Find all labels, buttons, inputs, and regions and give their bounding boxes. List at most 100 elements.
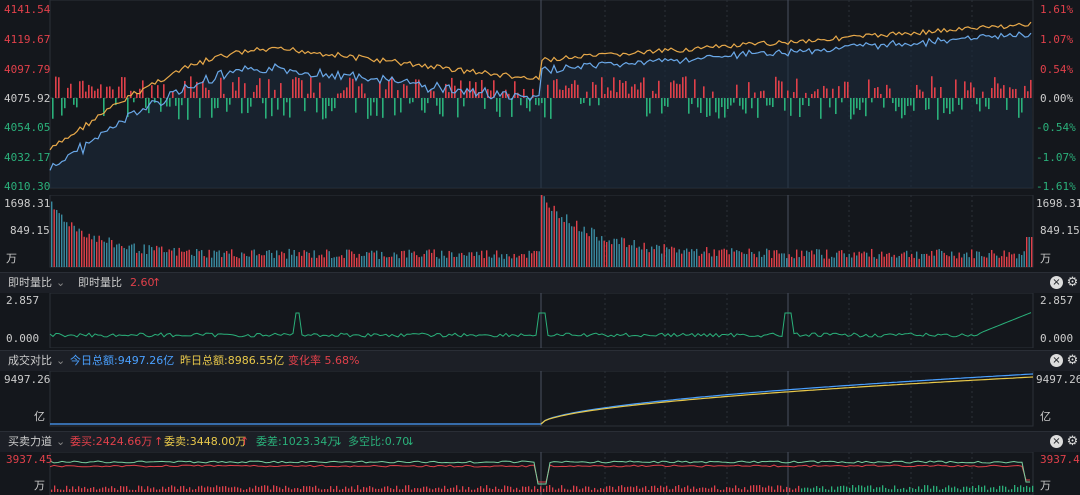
volume-chart[interactable] bbox=[0, 195, 1080, 270]
force-chart[interactable] bbox=[0, 452, 1080, 495]
turnover-panel[interactable]: 9497.26 亿 9497.26 亿 bbox=[0, 371, 1080, 429]
volume-bar bbox=[433, 249, 435, 267]
volume-bar bbox=[636, 247, 638, 267]
force-bar bbox=[108, 488, 110, 492]
volume-bar bbox=[903, 252, 905, 267]
price-tick-bar bbox=[958, 98, 960, 105]
price-tick-bar bbox=[337, 93, 339, 98]
price-tick-bar bbox=[778, 80, 780, 98]
volume-bar bbox=[486, 250, 488, 267]
price-tick-bar bbox=[523, 88, 525, 98]
volume-bar bbox=[881, 251, 883, 267]
price-tick-bar bbox=[295, 77, 297, 98]
volume-bar bbox=[126, 249, 128, 267]
ratio-top-label: 2.857 bbox=[6, 294, 40, 307]
volume-bar bbox=[938, 249, 940, 267]
volume-bar bbox=[538, 251, 540, 267]
price-tick-bar bbox=[895, 98, 897, 112]
force-bar bbox=[993, 487, 995, 492]
price-tick-bar bbox=[433, 91, 435, 98]
volume-bar bbox=[231, 249, 233, 267]
price-tick-bar bbox=[841, 98, 843, 103]
ratio-panel[interactable]: 2.857 0.000 2.857 0.000 bbox=[0, 293, 1080, 348]
volume-bar bbox=[1001, 256, 1003, 267]
force-bar bbox=[1011, 489, 1013, 492]
volume-bar bbox=[338, 256, 340, 267]
price-tick-bar bbox=[805, 92, 807, 98]
price-tick-bar bbox=[586, 91, 588, 98]
force-bar bbox=[810, 488, 812, 492]
volume-bar bbox=[461, 252, 463, 267]
force-bar bbox=[648, 489, 650, 492]
gear-icon[interactable]: ⚙ bbox=[1066, 434, 1079, 449]
turnover-top-label: 9497.26 bbox=[4, 373, 51, 386]
force-title[interactable]: 买卖力道 bbox=[8, 435, 52, 448]
force-bar bbox=[246, 489, 248, 492]
price-chart[interactable] bbox=[0, 0, 1080, 195]
price-tick-bar bbox=[553, 80, 555, 98]
volume-bar bbox=[228, 253, 230, 267]
force-bar bbox=[978, 485, 980, 492]
chevron-down-icon[interactable]: ⌄ bbox=[56, 354, 66, 367]
price-panel[interactable]: 4141.54 4119.67 4097.79 4075.92 4054.05 … bbox=[0, 0, 1080, 195]
turnover-title[interactable]: 成交对比 bbox=[8, 354, 52, 367]
volume-bar bbox=[146, 254, 148, 267]
volume-bar bbox=[803, 256, 805, 267]
volume-bar bbox=[566, 214, 568, 267]
volume-bar bbox=[588, 236, 590, 267]
turnover-chart[interactable] bbox=[0, 371, 1080, 429]
price-tick-bar bbox=[880, 93, 882, 98]
force-bar bbox=[876, 487, 878, 492]
force-bar bbox=[387, 486, 389, 492]
force-bar bbox=[1005, 486, 1007, 492]
turnover-unit-label-right: 亿 bbox=[1040, 410, 1051, 423]
chevron-down-icon[interactable]: ⌄ bbox=[56, 276, 66, 289]
gear-icon[interactable]: ⚙ bbox=[1066, 275, 1079, 290]
volume-bar bbox=[978, 251, 980, 267]
volume-bar bbox=[106, 242, 108, 267]
price-tick-bar bbox=[475, 82, 477, 98]
force-bar bbox=[999, 485, 1001, 492]
price-tick-bar bbox=[985, 98, 987, 107]
force-frame bbox=[49, 452, 1034, 495]
volume-bar bbox=[931, 250, 933, 267]
force-bar bbox=[972, 485, 974, 492]
gear-icon[interactable]: ⚙ bbox=[1066, 353, 1079, 368]
volume-bar bbox=[858, 251, 860, 267]
price-tick-bar bbox=[223, 93, 225, 98]
force-panel[interactable]: 3937.45 万 3937.45 万 bbox=[0, 452, 1080, 495]
force-bar bbox=[882, 485, 884, 492]
price-tick-bar bbox=[862, 98, 864, 103]
price-tick-bar bbox=[310, 77, 312, 98]
volume-bar bbox=[551, 210, 553, 267]
force-bar bbox=[333, 489, 335, 492]
price-tick-bar bbox=[325, 98, 327, 119]
volume-bar bbox=[768, 250, 770, 267]
volume-bar bbox=[276, 250, 278, 267]
volume-bar bbox=[641, 249, 643, 267]
price-tick-bar bbox=[430, 89, 432, 98]
close-icon[interactable]: × bbox=[1050, 354, 1063, 367]
chevron-down-icon[interactable]: ⌄ bbox=[56, 435, 66, 448]
price-tick-bar bbox=[946, 98, 948, 109]
ratio-title[interactable]: 即时量比 bbox=[8, 276, 52, 289]
force-bar bbox=[435, 488, 437, 492]
price-tick-bar bbox=[313, 92, 315, 98]
force-bar bbox=[354, 489, 356, 492]
volume-bar bbox=[363, 255, 365, 267]
force-bar bbox=[975, 487, 977, 492]
close-icon[interactable]: × bbox=[1050, 435, 1063, 448]
volume-bar bbox=[366, 252, 368, 267]
price-tick-bar bbox=[451, 77, 453, 98]
price-tick-bar bbox=[727, 98, 729, 109]
force-bar bbox=[981, 486, 983, 492]
force-bar bbox=[276, 485, 278, 492]
force-bar bbox=[900, 488, 902, 492]
volume-bar bbox=[526, 257, 528, 267]
price-tick-bar bbox=[187, 98, 189, 120]
ratio-chart[interactable] bbox=[0, 293, 1080, 348]
volume-panel[interactable]: 1698.31 849.15 万 1698.31 849.15 万 bbox=[0, 195, 1080, 270]
price-tick-bar bbox=[406, 85, 408, 98]
volume-bar bbox=[113, 247, 115, 267]
close-icon[interactable]: × bbox=[1050, 276, 1063, 289]
